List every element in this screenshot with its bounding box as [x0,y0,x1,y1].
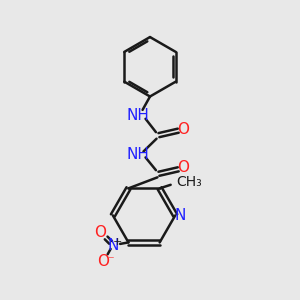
Text: O: O [177,160,189,175]
Text: ⁻: ⁻ [107,254,113,267]
Text: NH: NH [127,108,149,123]
Text: N: N [174,208,185,223]
Text: NH: NH [127,147,149,162]
Text: N: N [108,238,119,253]
Text: CH₃: CH₃ [176,176,202,189]
Text: O: O [177,122,189,137]
Text: O: O [97,254,109,269]
Text: O: O [94,224,106,239]
Text: +: + [112,237,122,247]
